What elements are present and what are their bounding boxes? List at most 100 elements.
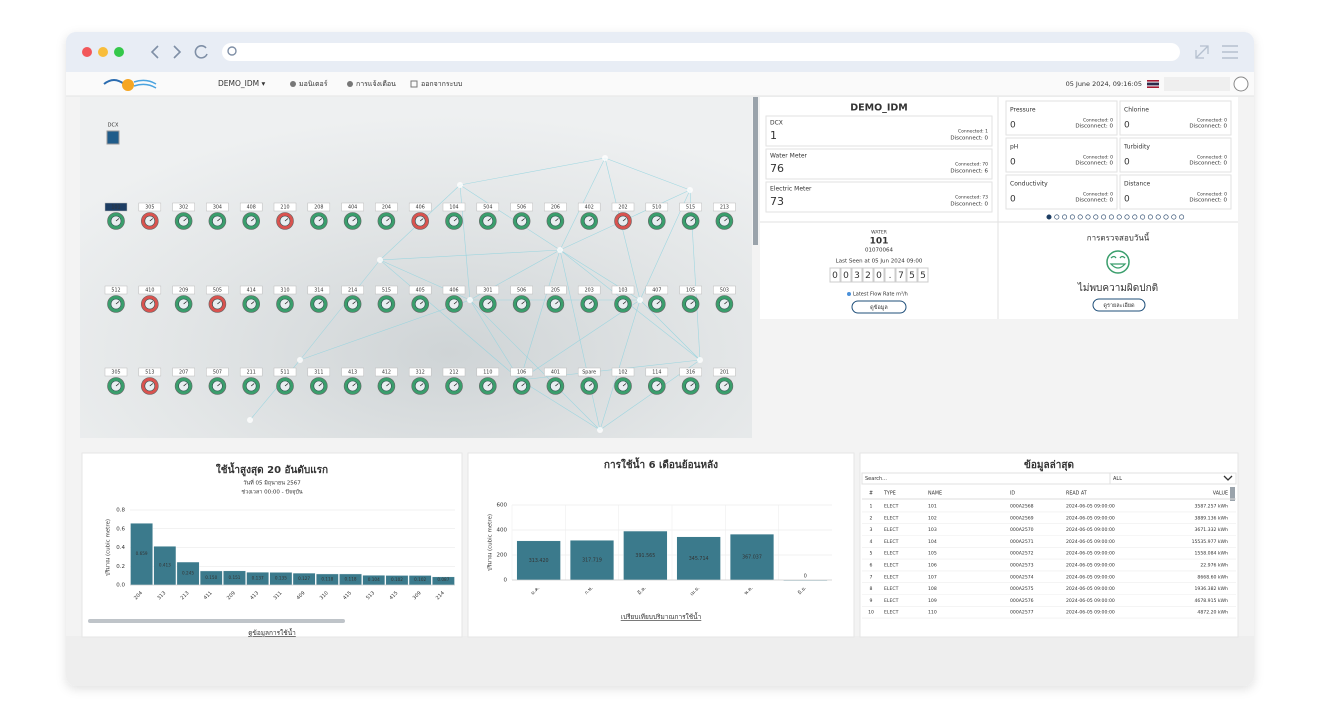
node-label-box[interactable] <box>273 285 297 295</box>
node-label-box[interactable] <box>679 202 702 212</box>
node-label[interactable]: 510 <box>652 205 661 211</box>
node-label-box[interactable] <box>375 202 398 212</box>
node-label-box[interactable] <box>476 285 500 295</box>
pagination-dot[interactable] <box>1069 214 1075 220</box>
node-label-box[interactable] <box>611 367 635 377</box>
search-placeholder[interactable]: Search... <box>865 476 887 482</box>
node-label[interactable]: 208 <box>314 205 323 211</box>
node-label[interactable]: 209 <box>179 288 188 294</box>
node-label-box[interactable] <box>577 285 601 295</box>
table-cell[interactable]: 000A2571 <box>1010 539 1034 545</box>
pagination-dot[interactable] <box>1085 214 1091 220</box>
node-label-box[interactable] <box>341 285 364 295</box>
node-label[interactable]: 201 <box>720 370 729 376</box>
node-label-box[interactable] <box>408 202 432 212</box>
node-label[interactable]: 401 <box>551 370 560 376</box>
node-label-box[interactable] <box>510 367 533 377</box>
node-label-box[interactable] <box>375 285 398 295</box>
avatar[interactable] <box>1233 76 1249 92</box>
chart-link[interactable]: เปรียบเทียบปริมาณการใช้น้ำ <box>621 612 702 621</box>
node-label-box[interactable] <box>307 202 331 212</box>
node-label[interactable]: 104 <box>449 205 458 211</box>
node-label[interactable]: 305 <box>111 370 120 376</box>
node-label-box[interactable] <box>138 285 162 295</box>
node-label[interactable]: Spare <box>582 370 596 376</box>
node-label-box[interactable] <box>476 202 500 212</box>
node-label-box[interactable] <box>273 202 297 212</box>
pagination-dot[interactable] <box>1101 214 1107 220</box>
pagination-dot[interactable] <box>1054 214 1060 220</box>
table-cell[interactable]: 000A2568 <box>1010 504 1034 510</box>
node-label[interactable]: 305 <box>145 205 154 211</box>
node-label-box[interactable] <box>713 202 736 212</box>
node-label[interactable]: 511 <box>280 370 289 376</box>
node-label-box[interactable] <box>713 367 736 377</box>
node-label[interactable]: 213 <box>720 205 729 211</box>
node-label-box[interactable] <box>172 202 195 212</box>
meter-button-label[interactable]: ดูข้อมูล <box>870 304 888 311</box>
node-label-box[interactable] <box>104 285 128 295</box>
node-label[interactable]: 507 <box>213 370 222 376</box>
table-cell[interactable]: 000A2569 <box>1010 515 1034 521</box>
pagination-dot[interactable] <box>1140 214 1146 220</box>
node-label-box[interactable] <box>577 367 601 377</box>
node-label[interactable]: 103 <box>618 288 627 294</box>
node-label-box[interactable] <box>408 285 432 295</box>
node-label[interactable]: 302 <box>179 205 188 211</box>
node-label-box[interactable] <box>104 367 128 377</box>
node-label[interactable]: 106 <box>517 370 526 376</box>
node-label[interactable]: 406 <box>449 288 458 294</box>
node-label[interactable]: 207 <box>179 370 188 376</box>
node-label-box[interactable] <box>172 285 195 295</box>
node-label[interactable]: 203 <box>585 288 594 294</box>
pagination-dot[interactable] <box>1163 214 1169 220</box>
node-label[interactable]: 512 <box>111 288 120 294</box>
node-label-box[interactable] <box>442 202 466 212</box>
node-label[interactable]: 504 <box>483 205 492 211</box>
node-label-box[interactable] <box>713 285 736 295</box>
node-label[interactable]: 314 <box>314 288 323 294</box>
reload-button[interactable] <box>194 45 208 59</box>
user-box[interactable] <box>1164 77 1230 91</box>
node-label-box[interactable] <box>679 367 702 377</box>
table-cell[interactable]: 000A2570 <box>1010 527 1034 533</box>
node-label[interactable]: 405 <box>416 288 425 294</box>
address-bar[interactable] <box>222 43 1180 61</box>
node-label-box[interactable] <box>611 202 635 212</box>
node-label[interactable]: 210 <box>280 205 289 211</box>
pagination-dot[interactable] <box>1147 214 1153 220</box>
node-label-box[interactable] <box>645 367 669 377</box>
pagination-dot[interactable] <box>1132 214 1138 220</box>
node-label[interactable]: 316 <box>686 370 695 376</box>
node-label-box[interactable] <box>239 285 263 295</box>
node-label[interactable]: 310 <box>280 288 289 294</box>
pagination-dot[interactable] <box>1155 214 1161 220</box>
node-label-box[interactable] <box>544 285 567 295</box>
node-label-box[interactable] <box>442 285 466 295</box>
chart-scrollbar[interactable] <box>88 619 345 623</box>
project-dropdown[interactable]: DEMO_IDM ▾ <box>218 79 265 88</box>
meter-button[interactable] <box>851 300 907 314</box>
node-label[interactable]: 301 <box>483 288 492 294</box>
search-input[interactable] <box>861 472 1111 485</box>
nav-item[interactable]: มอนิเตอร์ <box>299 80 328 88</box>
node-label-box[interactable] <box>341 367 364 377</box>
chart-link[interactable]: ดูข้อมูลการใช้น้ำ <box>248 628 296 637</box>
node-label[interactable]: 407 <box>652 288 661 294</box>
maximize-button[interactable] <box>114 47 124 57</box>
node-label[interactable]: 311 <box>314 370 323 376</box>
node-label[interactable]: 205 <box>551 288 560 294</box>
node-label-box[interactable] <box>645 285 669 295</box>
node-label-box[interactable] <box>679 285 702 295</box>
node-label-box[interactable] <box>273 367 297 377</box>
node-label[interactable]: 206 <box>551 205 560 211</box>
filter-select[interactable] <box>1109 472 1237 485</box>
node-label-box[interactable] <box>206 285 229 295</box>
node-label[interactable]: 304 <box>213 205 222 211</box>
node-label[interactable]: 402 <box>585 205 594 211</box>
node-label-box[interactable] <box>577 202 601 212</box>
node-label-box[interactable] <box>206 367 229 377</box>
node-label[interactable]: 503 <box>720 288 729 294</box>
node-label[interactable]: 212 <box>449 370 458 376</box>
expand-icon[interactable] <box>1195 45 1209 59</box>
